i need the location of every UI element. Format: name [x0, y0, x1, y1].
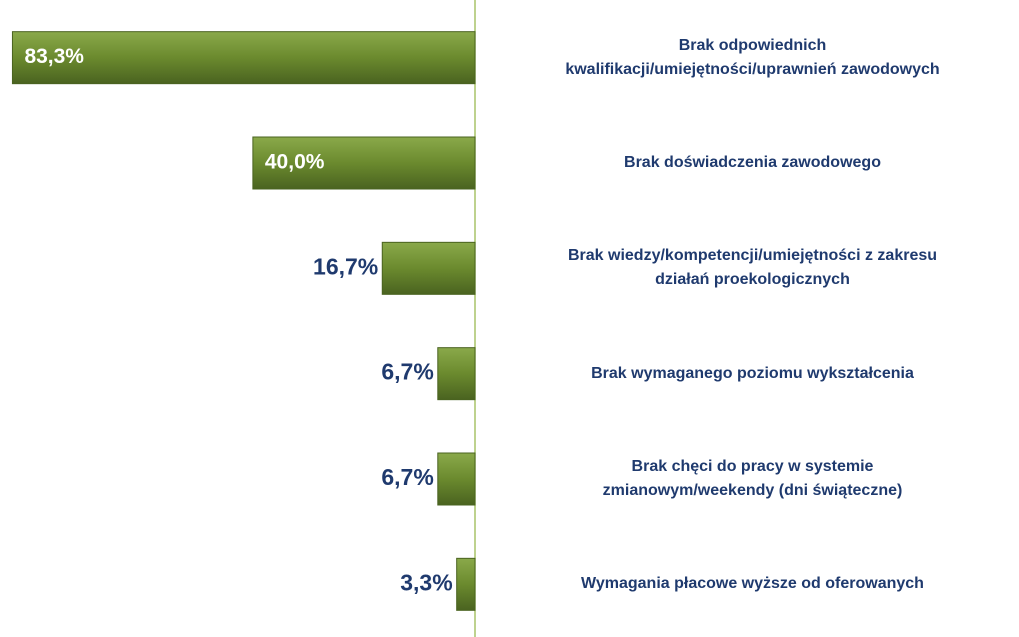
bar	[456, 557, 476, 611]
category-label: Brak doświadczenia zawodowego	[624, 154, 881, 171]
value-label: 6,7%	[381, 359, 433, 385]
value-label: 3,3%	[400, 569, 452, 595]
value-label: 40,0%	[265, 151, 325, 174]
category-label: Brak chęci do pracy w systemie zmianowym…	[602, 458, 903, 499]
bar	[11, 31, 476, 85]
value-label: 16,7%	[313, 253, 378, 279]
category-label: Wymagania płacowe wyższe od oferowanych	[581, 575, 924, 593]
bar	[252, 136, 476, 190]
bar	[381, 241, 476, 295]
value-label: 6,7%	[381, 464, 433, 490]
value-label: 83,3%	[24, 45, 84, 68]
category-label: Brak wiedzy/kompetencji/umiejętności z z…	[567, 247, 938, 289]
bar	[437, 452, 476, 506]
bar	[437, 347, 476, 401]
category-label: Brak wymaganego poziomu wykształcenia	[591, 364, 914, 382]
category-label: Brak odpowiednich kwalifikacji/umiejętno…	[565, 36, 940, 78]
